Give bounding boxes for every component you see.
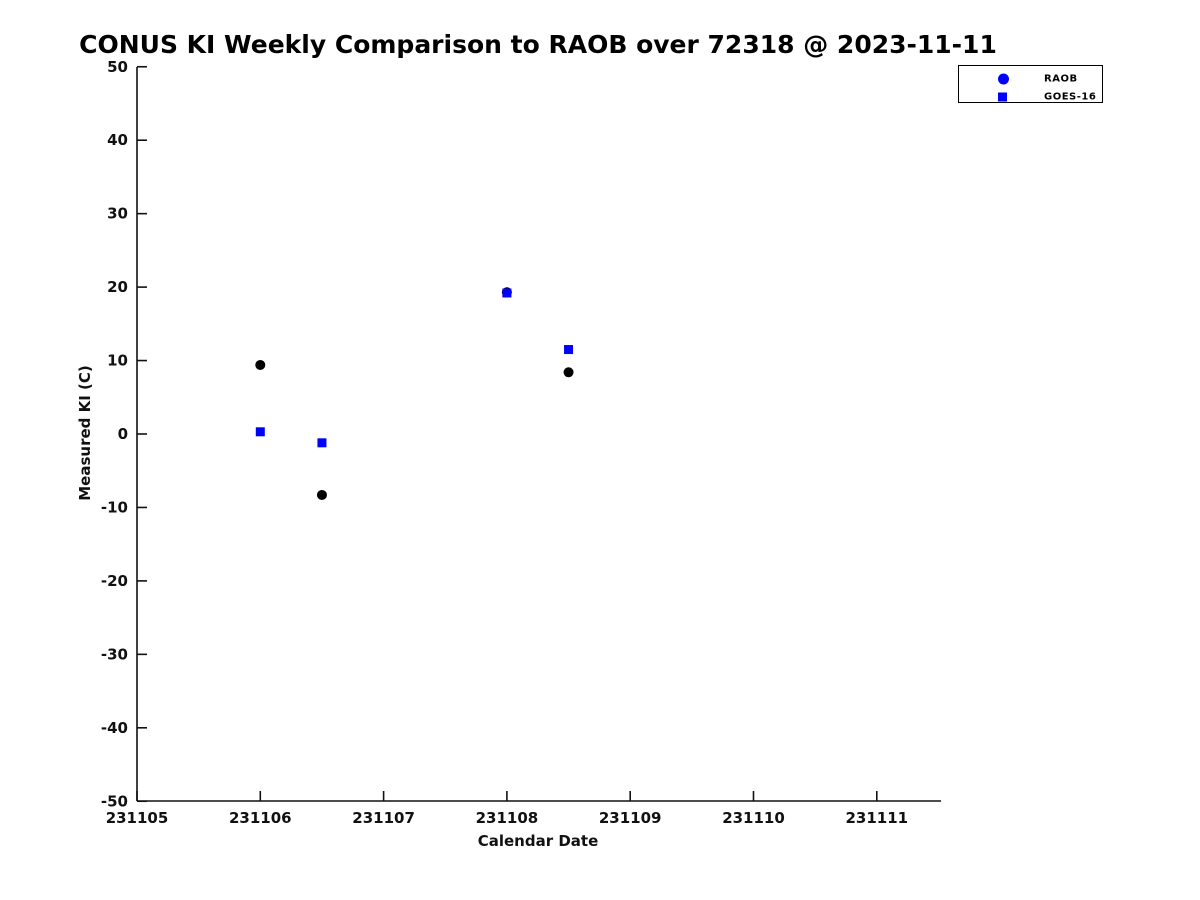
raob-marker — [316, 489, 327, 500]
legend-row-raob: RAOB — [959, 70, 1102, 88]
goes-16-marker — [317, 438, 327, 448]
goes-16-legend-square-icon — [998, 92, 1007, 102]
y-tick-label: 10 — [107, 352, 128, 370]
raob-marker — [255, 359, 266, 370]
goes-16-marker — [255, 427, 265, 437]
y-tick-label: 30 — [107, 205, 128, 223]
legend-label-raob: RAOB — [1044, 73, 1078, 85]
chart-title: CONUS KI Weekly Comparison to RAOB over … — [79, 30, 997, 59]
y-tick-label: -20 — [101, 572, 128, 590]
goes-16-marker — [502, 288, 512, 298]
x-tick-label: 231105 — [106, 809, 169, 827]
legend-label-goes-16: GOES-16 — [1044, 91, 1097, 103]
y-tick-label: -40 — [101, 719, 128, 737]
x-tick-label: 231108 — [476, 809, 539, 827]
y-tick-label: 40 — [107, 131, 128, 149]
y-tick-label: 50 — [107, 58, 128, 76]
y-tick-label: 20 — [107, 278, 128, 296]
x-tick-label: 231111 — [845, 809, 908, 827]
x-tick-label: 231107 — [352, 809, 415, 827]
x-axis-title: Calendar Date — [477, 832, 599, 850]
x-tick-label: 231106 — [229, 809, 292, 827]
y-tick-label: -30 — [101, 645, 128, 663]
x-tick-label: 231110 — [722, 809, 785, 827]
goes-16-marker — [564, 345, 574, 355]
y-tick-label: 0 — [118, 425, 128, 443]
y-tick-label: -10 — [101, 498, 128, 516]
raob-legend-circle-icon — [998, 73, 1009, 85]
y-tick-label: -50 — [101, 792, 128, 810]
legend: RAOB GOES-16 — [958, 65, 1103, 103]
raob-marker — [563, 367, 574, 378]
legend-row-goes-16: GOES-16 — [959, 88, 1102, 106]
x-tick-label: 231109 — [599, 809, 662, 827]
